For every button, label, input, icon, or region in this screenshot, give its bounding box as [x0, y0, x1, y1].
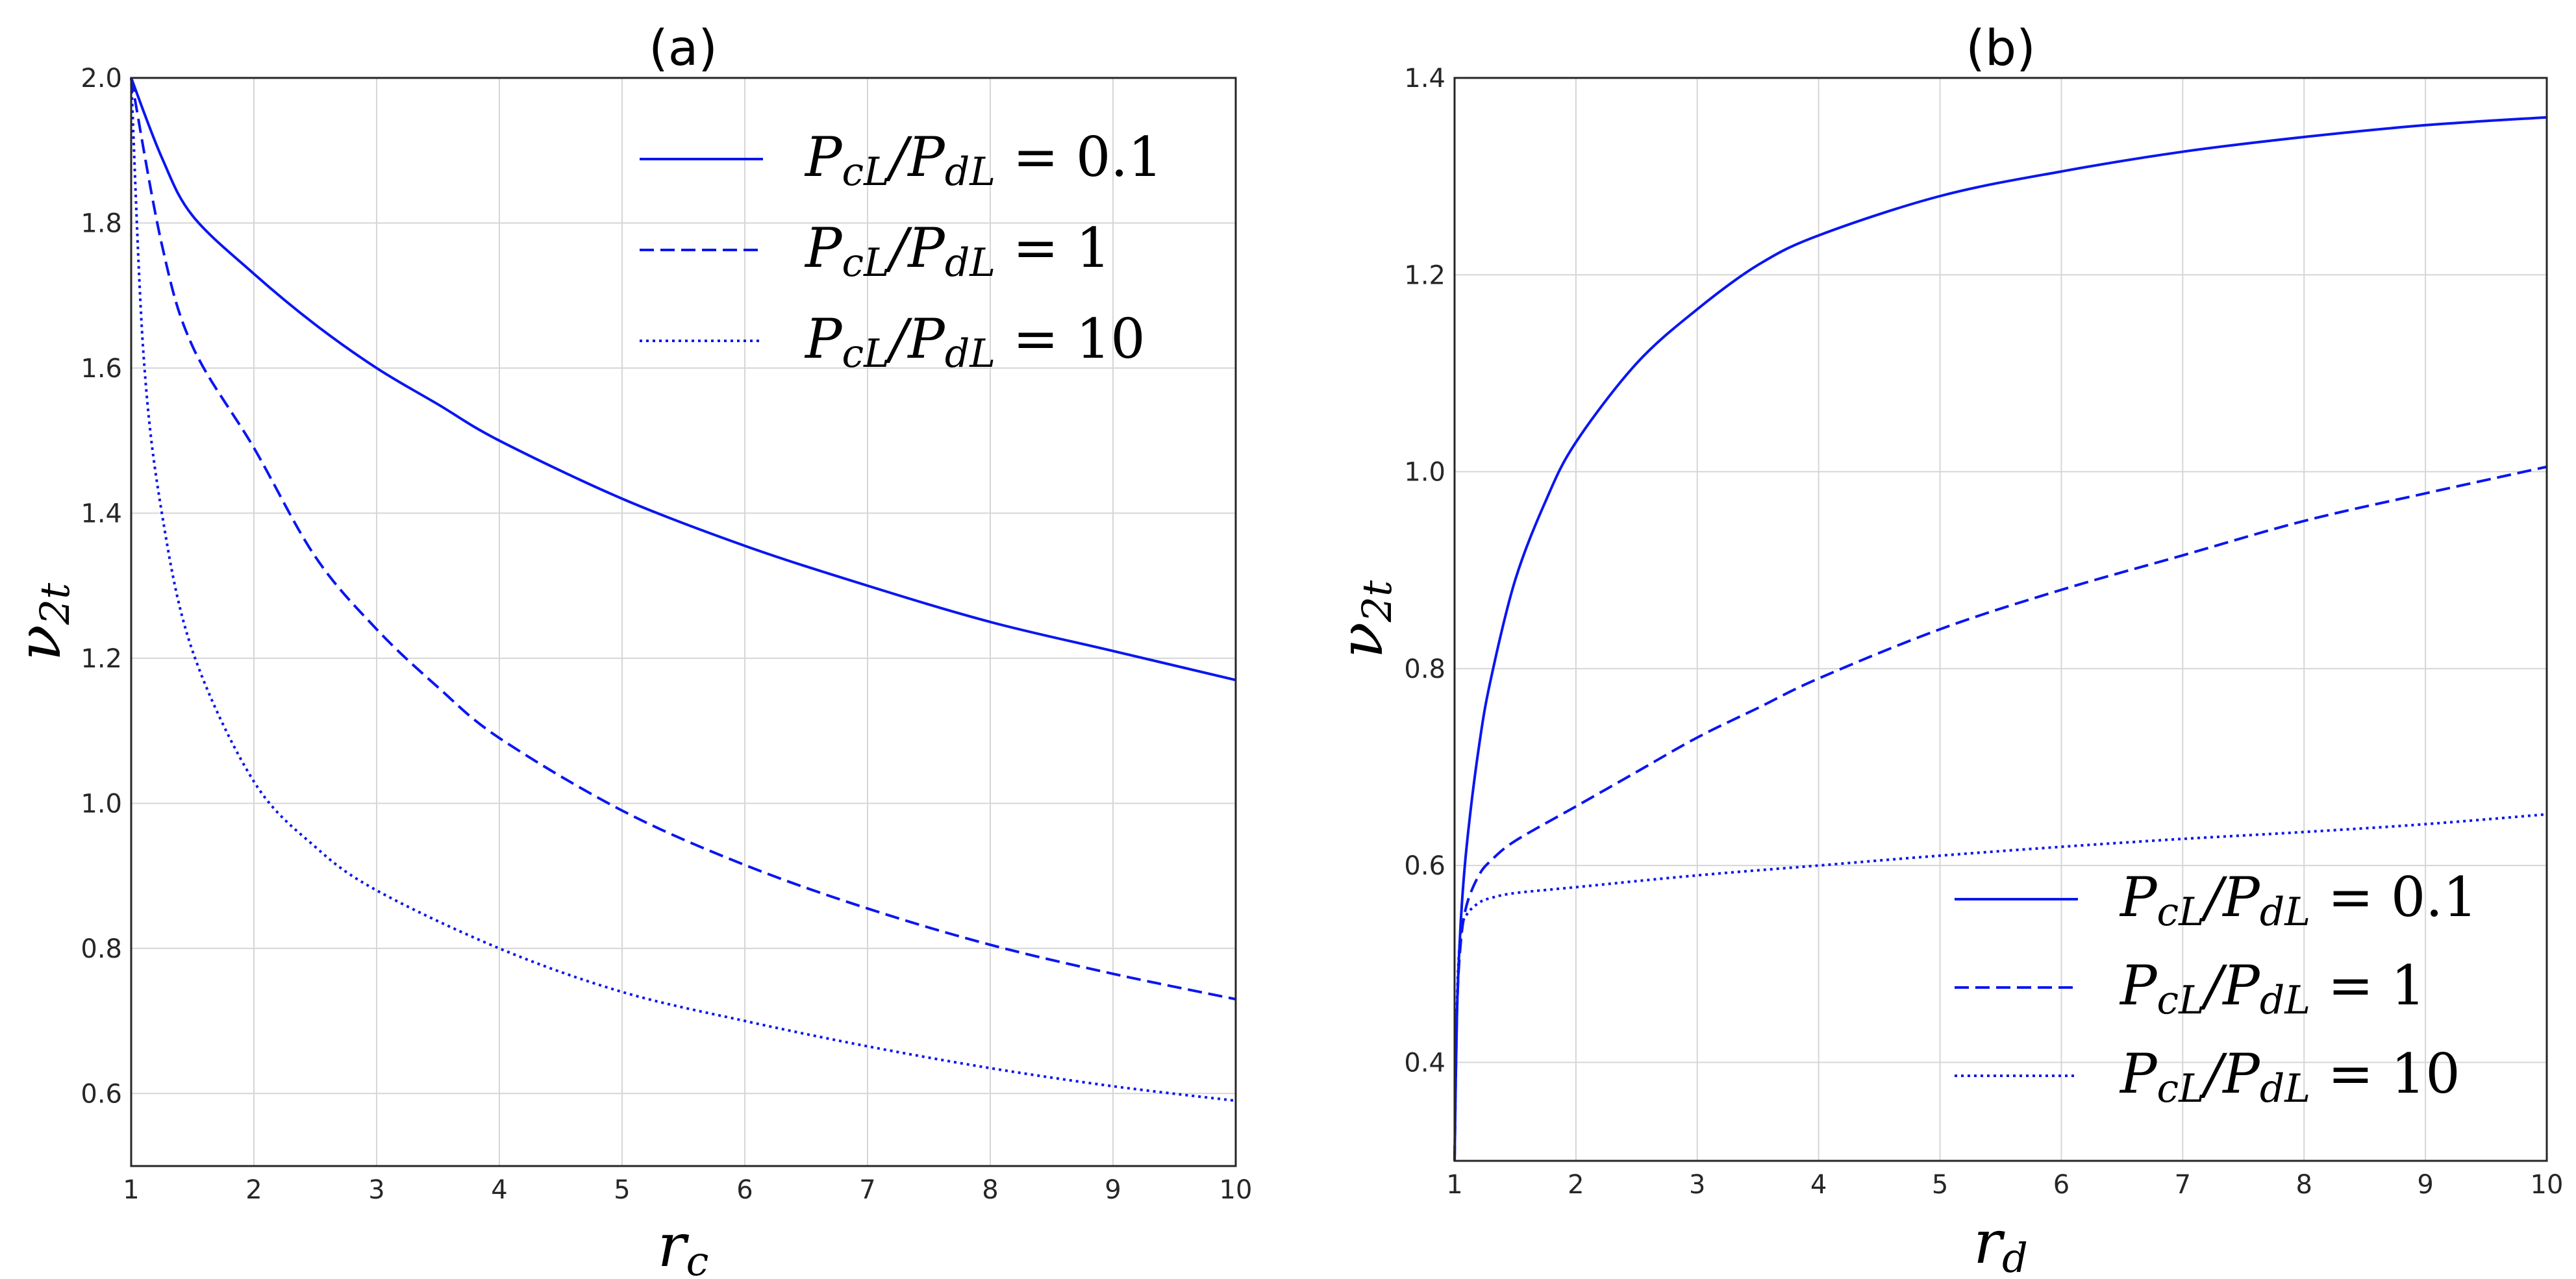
legend-label-b-0: PcL/PdL = 0.1	[2119, 865, 2477, 935]
axes-frame-a	[130, 77, 1237, 1167]
x-tick-label: 3	[1689, 1170, 1705, 1200]
y-tick-label: 1.6	[81, 354, 122, 384]
y-tick-label: 1.2	[81, 644, 122, 674]
x-tick-label: 1	[1446, 1170, 1462, 1200]
series-lines-b	[1453, 116, 2547, 1161]
x-tick-label: 4	[1810, 1170, 1827, 1200]
legend-a: PcL/PdL = 0.1 PcL/PdL = 1 PcL/PdL = 10	[640, 125, 1162, 377]
x-tick-label: 10	[2531, 1170, 2564, 1200]
y-tick-label: 1.8	[81, 208, 122, 238]
x-tick-label: 1	[123, 1175, 139, 1205]
x-tick-label: 7	[2175, 1170, 2191, 1200]
panel-title-b: (b)	[1966, 19, 2036, 77]
series-line-a-2	[130, 77, 1236, 1102]
series-line-b-2	[1453, 813, 2547, 1161]
y-tick-label: 1.0	[81, 789, 122, 819]
x-tick-label: 5	[614, 1175, 630, 1205]
x-axis-label-a: rc	[658, 1211, 709, 1279]
legend-label-a-2: PcL/PdL = 10	[804, 307, 1145, 377]
x-tick-label: 4	[491, 1175, 507, 1205]
legend-label-a-1: PcL/PdL = 1	[804, 216, 1110, 286]
x-axis-label-b: rd	[1973, 1208, 2028, 1279]
y-tick-label: 1.0	[1404, 458, 1445, 488]
x-tick-label: 8	[2295, 1170, 2312, 1200]
y-tick-label: 0.8	[1404, 654, 1445, 684]
y-tick-label: 1.4	[81, 499, 122, 528]
y-tick-label: 0.8	[81, 934, 122, 964]
series-line-b-1	[1453, 466, 2547, 1161]
y-tick-label: 0.6	[81, 1079, 122, 1109]
legend-label-a-0: PcL/PdL = 0.1	[804, 125, 1162, 195]
x-tick-label: 8	[982, 1175, 998, 1205]
y-tick-label: 2.0	[81, 64, 122, 93]
y-tick-label: 1.2	[1404, 260, 1445, 290]
series-lines-a	[130, 77, 1236, 1102]
panel-title-a: (a)	[649, 19, 718, 77]
y-tick-label: 0.6	[1404, 851, 1445, 881]
x-tick-label: 2	[245, 1175, 262, 1205]
legend-label-b-2: PcL/PdL = 10	[2119, 1042, 2460, 1111]
axes-frame-b	[1453, 77, 2548, 1162]
x-tick-label: 9	[2417, 1170, 2433, 1200]
series-line-a-0	[130, 77, 1236, 682]
panel-a: 1 2 3 4 5 6 7 8 9 100.60.81.01.21.41.61.82.0 (a) …	[5, 19, 1252, 1279]
panel-b: 1 2 3 4 5 6 7 8 9 10 0.4 0.6 0.8 1.0 1.2 1.4 (b) rd ν2t…	[1327, 19, 2563, 1279]
x-tick-label: 6	[2053, 1170, 2070, 1200]
x-tick-label: 3	[368, 1175, 384, 1205]
y-axis-label-a: ν2t	[5, 583, 79, 661]
x-tick-label: 2	[1568, 1170, 1584, 1200]
x-tick-label: 6	[736, 1175, 753, 1205]
series-line-b-0	[1453, 116, 2547, 1161]
y-tick-label: 1.4	[1404, 64, 1445, 93]
y-axis-label-b: ν2t	[1327, 580, 1401, 658]
legend-label-b-1: PcL/PdL = 1	[2119, 954, 2425, 1023]
tick-labels-a: 1 2 3 4 5 6 7 8 9 10 0.6 0.8 1.0 1.2 1.4 1.6 1.8 2.0	[81, 64, 1252, 1205]
x-tick-label: 9	[1105, 1175, 1121, 1205]
x-tick-label: 10	[1219, 1175, 1253, 1205]
plot-area-a	[131, 78, 1236, 1166]
x-tick-label: 7	[859, 1175, 875, 1205]
plot-area-b	[1455, 78, 2547, 1161]
x-tick-label: 5	[1932, 1170, 1948, 1200]
series-line-a-1	[130, 77, 1236, 1000]
legend-b: PcL/PdL = 0.1 PcL/PdL = 1 PcL/PdL = 10	[1955, 865, 2477, 1111]
tick-labels-b: 1 2 3 4 5 6 7 8 9 10 0.4 0.6 0.8 1.0 1.2 1.4	[1404, 64, 2563, 1200]
y-tick-label: 0.4	[1404, 1048, 1445, 1078]
